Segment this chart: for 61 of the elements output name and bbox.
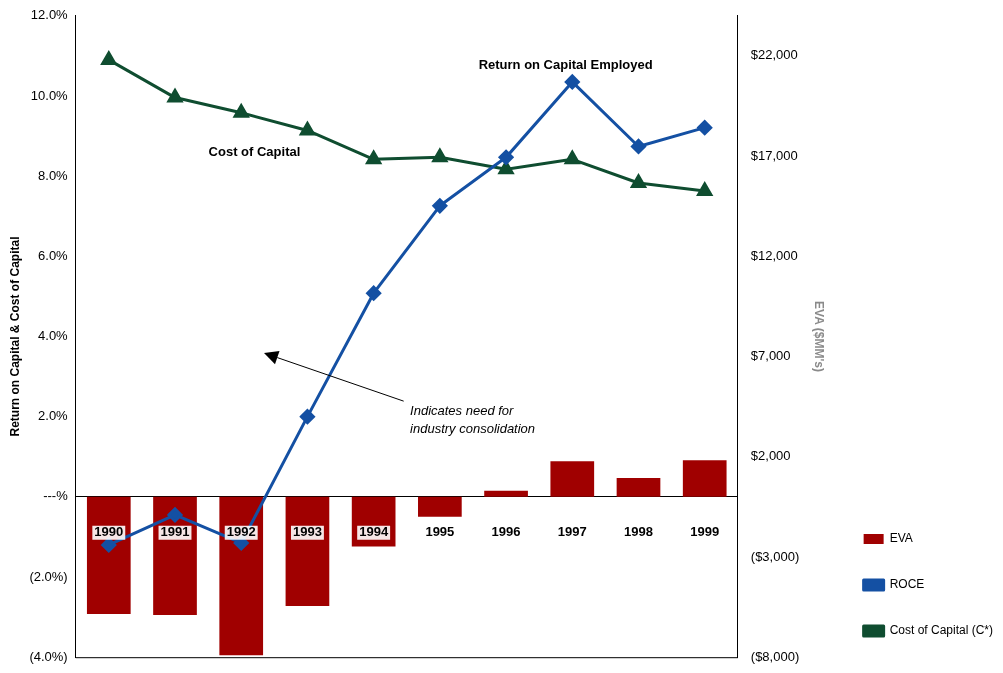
x-tick-label: 1999 — [690, 524, 720, 540]
point — [101, 51, 117, 65]
point — [432, 198, 448, 214]
point — [631, 138, 646, 154]
y2-tick-label: $2,000 — [750, 448, 791, 464]
y-tick-label: (2.0%) — [29, 568, 68, 584]
point — [366, 285, 382, 301]
legend-label: ROCE — [889, 577, 925, 592]
point — [498, 149, 514, 165]
point — [697, 120, 713, 136]
y-tick-label: ---% — [43, 488, 69, 504]
bar — [616, 478, 661, 497]
y-tick-label: 12.0% — [30, 7, 69, 23]
point — [564, 150, 580, 165]
bar — [682, 460, 727, 497]
y-tick-label: 6.0% — [38, 247, 69, 263]
y2-tick-label: $7,000 — [750, 348, 791, 364]
annotation: Return on Capital Employed — [478, 57, 653, 73]
point — [564, 74, 580, 90]
point — [233, 104, 249, 118]
x-tick-label: 1996 — [491, 524, 521, 540]
y-tick-label: 4.0% — [38, 328, 69, 344]
annotation: Indicates need for industry consolidation — [410, 403, 536, 437]
x-tick-label: 1990 — [94, 524, 124, 540]
x-tick-label: 1995 — [425, 524, 455, 540]
bar — [86, 496, 131, 615]
x-tick-label: 1993 — [292, 524, 322, 540]
point — [366, 150, 382, 165]
y2-tick-label: $17,000 — [750, 147, 798, 163]
y-tick-label: 10.0% — [30, 87, 69, 103]
legend-label: Cost of Capital (C*) — [889, 623, 994, 638]
x-tick-label: 1994 — [359, 524, 389, 540]
x-tick-label: 1997 — [557, 524, 587, 540]
annotation: Cost of Capital — [208, 143, 301, 159]
bar — [418, 496, 462, 517]
y-tick-label: 8.0% — [38, 167, 69, 183]
y2-axis-title: EVA ($MM's) — [812, 301, 827, 372]
point — [101, 537, 117, 553]
x-tick-label: 1991 — [160, 524, 190, 540]
point — [697, 182, 713, 196]
point — [299, 121, 315, 136]
bar — [550, 461, 595, 497]
y-tick-label: (4.0%) — [29, 648, 68, 664]
bar — [219, 496, 264, 656]
y-axis-title: Return on Capital & Cost of Capital — [7, 236, 22, 437]
bar — [285, 496, 330, 607]
y2-tick-label: $12,000 — [750, 247, 798, 263]
point — [299, 409, 315, 425]
point — [630, 174, 647, 188]
bar — [484, 490, 528, 497]
bar — [153, 496, 197, 616]
y-tick-label: 2.0% — [38, 408, 69, 424]
x-tick-label: 1992 — [226, 524, 256, 540]
y2-tick-label: ($3,000) — [750, 548, 800, 564]
y2-tick-label: ($8,000) — [750, 648, 800, 664]
x-tick-label: 1998 — [624, 524, 653, 540]
y2-tick-label: $22,000 — [750, 47, 798, 63]
point — [432, 148, 448, 163]
legend-label: EVA — [889, 531, 913, 546]
point — [167, 507, 183, 523]
point — [167, 89, 183, 103]
